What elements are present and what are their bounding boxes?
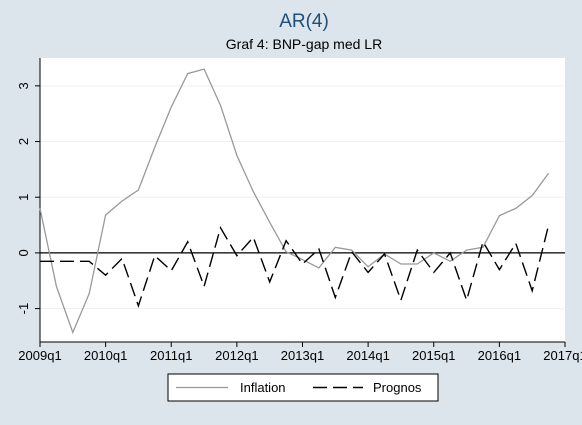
- x-tick-label: 2010q1: [84, 348, 127, 363]
- x-tick-label: 2017q1: [543, 348, 582, 363]
- series-line-inflation: [39, 68, 550, 335]
- x-tick-label: 2015q1: [412, 348, 455, 363]
- legend-label-prognos: Prognos: [373, 380, 422, 395]
- axes: -1 0 1 2 3 2009q1 2010q1 2011q1 2012q1 2013q1 2014…: [16, 58, 582, 363]
- x-tick-label: 2013q1: [281, 348, 324, 363]
- series-line-prognos: [40, 224, 550, 308]
- x-tick-label: 2009q1: [18, 348, 61, 363]
- chart-subtitle: Graf 4: BNP-gap med LR: [226, 36, 382, 52]
- y-tick-label: 0: [16, 249, 31, 256]
- x-tick-label: 2012q1: [215, 348, 258, 363]
- legend: Inflation Prognos: [167, 373, 439, 402]
- y-tick-label: 3: [16, 82, 31, 89]
- y-tick-label: -1: [16, 303, 31, 315]
- chart-title: AR(4): [279, 11, 329, 32]
- y-tick-label: 2: [16, 138, 31, 145]
- y-tick-label: 1: [16, 194, 31, 201]
- x-tick-label: 2011q1: [150, 348, 192, 363]
- x-tick-label: 2016q1: [478, 348, 521, 363]
- series-lines: [39, 68, 550, 335]
- legend-label-inflation: Inflation: [240, 380, 286, 395]
- x-tick-label: 2014q1: [346, 348, 389, 363]
- plot-area: [40, 58, 565, 342]
- legend-box: [167, 373, 439, 402]
